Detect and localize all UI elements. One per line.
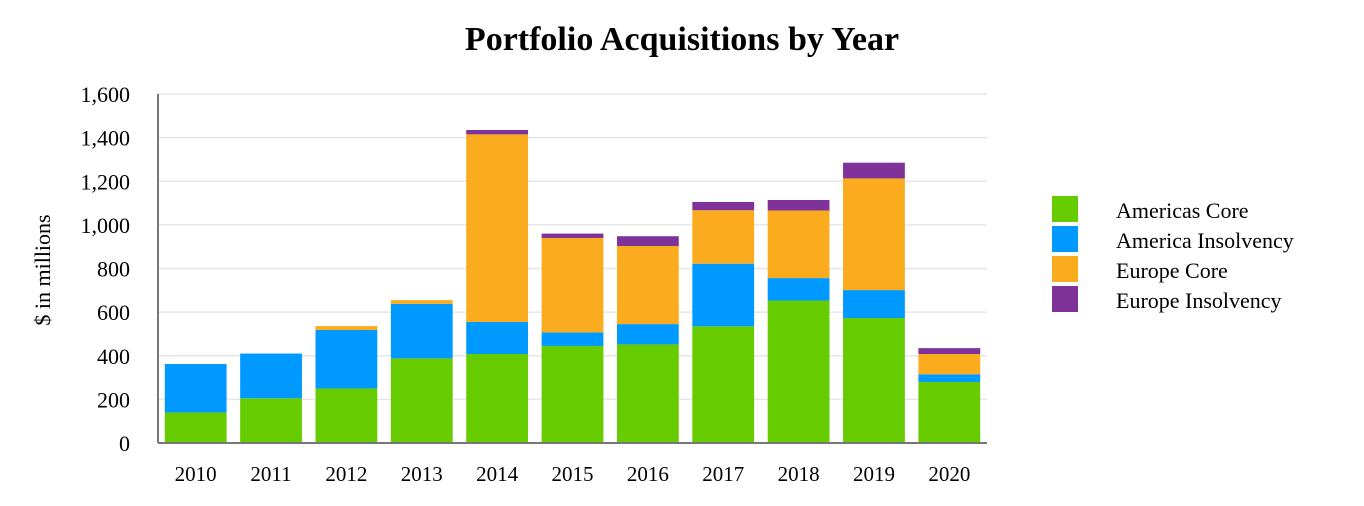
bar-2013-americas-core	[390, 358, 453, 443]
legend-swatch	[1052, 286, 1078, 312]
x-tick-label: 2016	[627, 462, 669, 486]
legend-swatch	[1052, 226, 1078, 252]
bar-2017-europe-core	[692, 210, 755, 264]
bar-2011-america-insolvency	[240, 353, 302, 399]
x-tick-label: 2018	[778, 462, 820, 486]
y-tick-label: 600	[97, 300, 130, 325]
y-tick-label: 400	[97, 344, 130, 369]
bar-2013-europe-core	[390, 300, 453, 304]
bar-2011-americas-core	[240, 398, 302, 443]
bar-2015-america-insolvency	[541, 332, 604, 346]
bar-2019-americas-core	[843, 318, 905, 443]
bar-2019-america-insolvency	[843, 290, 905, 319]
bar-2014-europe-core	[466, 134, 529, 322]
bar-2018-america-insolvency	[767, 278, 830, 301]
x-tick-label: 2014	[476, 462, 519, 486]
bar-2019-europe-insolvency	[843, 162, 905, 179]
x-tick-label: 2013	[401, 462, 443, 486]
y-tick-label: 200	[97, 387, 130, 412]
bar-2018-americas-core	[767, 300, 830, 443]
bar-2018-europe-insolvency	[767, 200, 830, 211]
bar-2018-europe-core	[767, 210, 830, 279]
bar-2015-europe-insolvency	[541, 233, 604, 238]
axes	[157, 94, 987, 444]
bar-2020-americas-core	[918, 381, 981, 443]
y-tick-label: 1,400	[81, 126, 131, 151]
x-tick-label: 2010	[175, 462, 217, 486]
x-tick-label: 2012	[325, 462, 367, 486]
chart-title: Portfolio Acquisitions by Year	[465, 21, 899, 58]
y-tick-label: 1,200	[81, 169, 131, 194]
y-tick-label: 1,600	[81, 82, 131, 107]
legend-swatch	[1052, 196, 1078, 222]
bar-2016-america-insolvency	[616, 324, 679, 345]
x-tick-label: 2017	[702, 462, 744, 486]
bar-2016-europe-core	[616, 246, 679, 325]
bar-2020-america-insolvency	[918, 374, 981, 382]
legend-label: America Insolvency	[1116, 228, 1294, 253]
bar-2012-america-insolvency	[315, 330, 378, 389]
bar-2013-america-insolvency	[390, 303, 453, 359]
bar-2017-america-insolvency	[692, 263, 755, 327]
legend-swatch	[1052, 256, 1078, 282]
bar-2012-americas-core	[315, 388, 378, 443]
bar-2019-europe-core	[843, 178, 905, 291]
bar-2020-europe-core	[918, 354, 981, 375]
bar-2020-europe-insolvency	[918, 348, 981, 355]
legend-label: Americas Core	[1116, 198, 1249, 223]
bar-2014-america-insolvency	[466, 321, 529, 355]
bar-2017-europe-insolvency	[692, 201, 755, 211]
y-tick-label: 0	[119, 431, 130, 456]
bars	[164, 129, 981, 443]
y-axis-label: $ in millions	[30, 214, 55, 325]
y-tick-label: 1,000	[81, 213, 131, 238]
y-tick-label: 800	[97, 257, 130, 282]
x-tick-label: 2020	[928, 462, 970, 486]
bar-2015-europe-core	[541, 237, 604, 333]
legend: Americas Core America Insolvency Europe Co…	[1052, 196, 1294, 313]
y-ticks: 0 200 400 600 800 1,000 1,200 1,400 1,600	[81, 82, 131, 456]
bar-2014-europe-insolvency	[466, 129, 529, 135]
legend-label: Europe Insolvency	[1116, 288, 1282, 313]
x-ticks: 2010 2011 2012 2013 2014 2015 2016 2017 2018 2019…	[175, 462, 971, 486]
bar-2010-america-insolvency	[164, 364, 227, 413]
bar-2016-europe-insolvency	[616, 236, 679, 247]
x-tick-label: 2015	[552, 462, 594, 486]
x-tick-label: 2019	[853, 462, 895, 486]
bar-2017-americas-core	[692, 326, 755, 443]
bar-2012-europe-core	[315, 326, 378, 331]
x-tick-label: 2011	[250, 462, 291, 486]
bar-2015-americas-core	[541, 345, 604, 443]
bar-2016-americas-core	[616, 344, 679, 443]
legend-label: Europe Core	[1116, 258, 1228, 283]
bar-2010-americas-core	[164, 412, 227, 443]
bar-2014-americas-core	[466, 354, 529, 443]
